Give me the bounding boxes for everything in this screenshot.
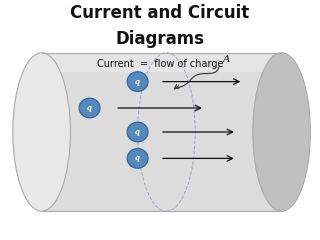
Polygon shape [42, 53, 282, 72]
Text: q: q [135, 128, 140, 136]
Ellipse shape [127, 122, 148, 142]
Ellipse shape [79, 98, 100, 118]
Text: q: q [135, 78, 140, 86]
Text: Current and Circuit: Current and Circuit [70, 4, 250, 22]
Text: A: A [222, 55, 230, 64]
Ellipse shape [253, 53, 310, 211]
Ellipse shape [127, 149, 148, 168]
Polygon shape [42, 53, 282, 211]
Text: q: q [87, 104, 92, 112]
Text: Current  =  flow of charge: Current = flow of charge [97, 59, 223, 69]
Text: Diagrams: Diagrams [116, 30, 204, 48]
Ellipse shape [13, 53, 70, 211]
Ellipse shape [127, 72, 148, 91]
Text: q: q [135, 154, 140, 162]
